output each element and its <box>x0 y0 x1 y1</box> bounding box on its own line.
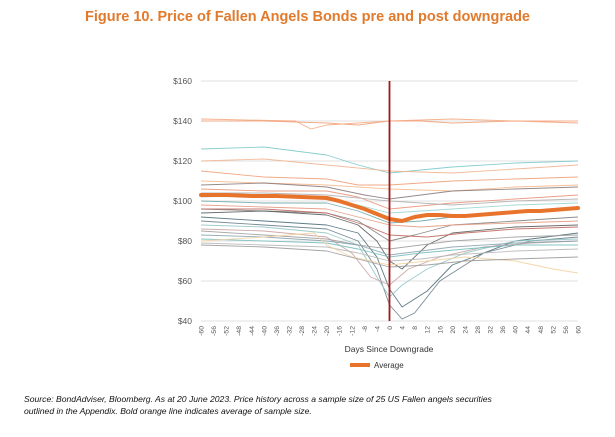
x-tick-label: 20 <box>450 326 457 334</box>
x-tick-label: -56 <box>211 326 218 336</box>
average-series <box>199 193 580 223</box>
x-tick-label: 36 <box>500 326 507 334</box>
average-line <box>199 193 580 223</box>
source-note: Source: BondAdviser, Bloomberg. As at 20… <box>24 394 492 416</box>
x-tick-label: -28 <box>299 326 306 336</box>
y-tick-label: $120 <box>173 156 192 166</box>
x-tick-label: -16 <box>337 326 344 336</box>
x-tick-label: 28 <box>475 326 482 334</box>
x-tick-label: 52 <box>550 326 557 334</box>
x-axis-title: Days Since Downgrade <box>345 344 434 354</box>
x-axis-ticks: -60 -56 -52 -48 -44 -40 -36 -32 -28 -24 -20 -16 -12-… <box>199 326 583 336</box>
x-tick-label: -52 <box>224 326 231 336</box>
legend-label-average: Average <box>374 361 404 370</box>
x-tick-label: 12 <box>425 326 432 334</box>
x-tick-label: 16 <box>437 326 444 334</box>
x-tick-label: 60 <box>576 326 583 334</box>
x-tick-label: 0 <box>387 326 394 330</box>
x-tick-label: -36 <box>274 326 281 336</box>
x-tick-label: 32 <box>488 326 495 334</box>
y-tick-label: $160 <box>173 76 192 86</box>
x-tick-label: 4 <box>400 326 407 330</box>
x-tick-label: 8 <box>412 326 419 330</box>
bond-price-series <box>200 118 579 320</box>
x-tick-label: -40 <box>261 326 268 336</box>
y-tick-label: $100 <box>173 196 192 206</box>
y-axis-ticks: $40 $60 $80 $100 $120 $140 $160 <box>173 76 192 326</box>
chart-legend: Average <box>350 361 404 370</box>
x-tick-label: 48 <box>538 326 545 334</box>
x-tick-label: -44 <box>249 326 256 336</box>
bond-series-line <box>200 188 579 210</box>
bond-series-line <box>200 182 579 200</box>
x-tick-label: -60 <box>199 326 206 336</box>
y-tick-label: $60 <box>178 276 192 286</box>
x-tick-label: -8 <box>362 326 369 332</box>
y-tick-label: $80 <box>178 236 192 246</box>
y-tick-label: $140 <box>173 116 192 126</box>
bond-series-line <box>200 220 579 320</box>
bond-series-line <box>200 208 579 242</box>
figure-title: Figure 10. Price of Fallen Angels Bonds … <box>84 9 530 25</box>
x-tick-label: -24 <box>312 326 319 336</box>
x-tick-label: -20 <box>324 326 331 336</box>
x-tick-label: 40 <box>513 326 520 334</box>
x-tick-label: -32 <box>286 326 293 336</box>
x-tick-label: 24 <box>462 326 469 334</box>
bond-series-line <box>200 170 579 186</box>
bond-series-line <box>200 118 578 130</box>
x-tick-label: 44 <box>525 326 532 334</box>
x-tick-label: -4 <box>374 326 381 332</box>
bond-series-line <box>200 146 579 174</box>
y-tick-label: $40 <box>178 316 192 326</box>
x-tick-label: -12 <box>349 326 356 336</box>
x-tick-label: -48 <box>236 326 243 336</box>
x-tick-label: 56 <box>563 326 570 334</box>
